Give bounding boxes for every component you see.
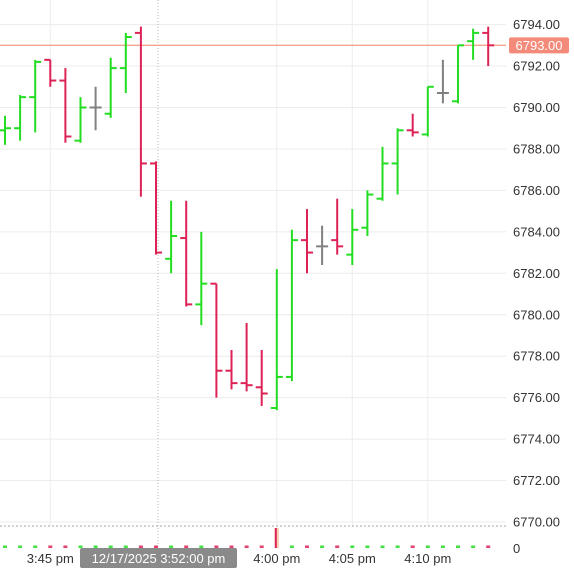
volume-bar: [425, 545, 430, 548]
ohlc-bar[interactable]: [285, 229, 298, 382]
y-tick-label: 6788.00: [513, 141, 560, 156]
volume-bar: [259, 545, 264, 548]
y-tick-label: 6784.00: [513, 224, 560, 239]
volume-axis-label: 0: [513, 541, 520, 556]
ohlc-bar[interactable]: [301, 209, 313, 274]
x-axis: 3:45 pm 4:00 pm 4:05 pm 4:10 pm: [27, 551, 451, 566]
volume-bar: [108, 545, 113, 548]
y-tick-label: 6782.00: [513, 266, 560, 281]
volume-bar: [289, 545, 294, 548]
price-bars[interactable]: [0, 26, 495, 411]
y-tick-label: 6778.00: [513, 349, 560, 364]
y-tick-label: 6774.00: [513, 432, 560, 447]
volume-bar: [410, 545, 415, 548]
ohlc-bar[interactable]: [270, 269, 283, 411]
x-tick-label: 3:45 pm: [27, 551, 74, 566]
ohlc-bar[interactable]: [255, 349, 268, 406]
ohlc-bar[interactable]: [44, 58, 57, 87]
volume-bar: [199, 545, 204, 548]
last-price-tag: 6793.00: [509, 37, 569, 54]
volume-bar: [440, 545, 445, 548]
volume-bar: [456, 545, 460, 548]
last-price-tag-label: 6793.00: [516, 38, 563, 53]
ohlc-bar[interactable]: [74, 97, 87, 143]
ohlc-bar[interactable]: [195, 231, 208, 326]
ohlc-bar[interactable]: [452, 44, 464, 104]
volume-bar: [380, 545, 385, 548]
ohlc-bar[interactable]: [240, 323, 253, 392]
ohlc-bar[interactable]: [165, 200, 178, 274]
volume-bar: [33, 545, 38, 548]
ohlc-bar[interactable]: [59, 68, 72, 143]
y-tick-label: 6770.00: [513, 515, 560, 530]
y-tick-label: 6790.00: [513, 100, 560, 115]
volume-bar: [274, 528, 277, 548]
volume-bar: [184, 545, 189, 548]
x-tick-label: 4:00 pm: [253, 551, 300, 566]
ohlc-bar[interactable]: [436, 59, 449, 104]
volume-bar: [18, 545, 23, 548]
y-tick-label: 6794.00: [513, 17, 560, 32]
ohlc-bar[interactable]: [29, 59, 42, 133]
volume-bars: [3, 528, 491, 548]
crosshair-time-badge-background: [80, 548, 237, 568]
ohlc-bar[interactable]: [467, 28, 480, 60]
crosshair-time-badge: 12/17/2025 3:52:00 pm: [80, 548, 237, 568]
y-tick-label: 6786.00: [513, 183, 560, 198]
ohlc-bar[interactable]: [391, 128, 404, 195]
ohlc-bar[interactable]: [361, 190, 374, 236]
volume-bar: [123, 545, 128, 548]
volume-bar: [229, 545, 234, 548]
ohlc-bar[interactable]: [210, 282, 223, 398]
y-tick-label: 6792.00: [513, 59, 560, 74]
y-tick-label: 6780.00: [513, 307, 560, 322]
volume-bar: [78, 545, 83, 548]
volume-bar: [335, 545, 340, 548]
volume-bar: [93, 545, 98, 548]
ohlc-bar[interactable]: [14, 95, 27, 141]
volume-bar: [320, 545, 325, 548]
volume-bar: [48, 545, 53, 548]
ohlc-bar[interactable]: [150, 161, 162, 255]
x-tick-label: 4:10 pm: [404, 551, 451, 566]
ohlc-bar[interactable]: [104, 57, 117, 118]
last-price-tag-background: [509, 37, 569, 54]
volume-bar: [3, 545, 7, 548]
volume-bar: [169, 545, 174, 548]
ohlc-bar[interactable]: [119, 32, 132, 93]
volume-bar: [365, 545, 370, 548]
volume-bar: [305, 545, 309, 548]
ohlc-bar[interactable]: [376, 146, 389, 201]
x-tick-label: 4:05 pm: [329, 551, 376, 566]
grid: [0, 0, 506, 526]
volume-bar: [395, 545, 400, 548]
volume-bar: [244, 545, 249, 548]
ohlc-bar[interactable]: [316, 225, 329, 266]
y-tick-label: 6776.00: [513, 390, 560, 405]
volume-bar: [63, 545, 68, 548]
volume-bar: [486, 545, 491, 548]
volume-bar: [138, 545, 143, 548]
ohlc-bar[interactable]: [89, 86, 102, 131]
y-tick-label: 6772.00: [513, 473, 560, 488]
crosshair-time-label: 12/17/2025 3:52:00 pm: [92, 551, 226, 566]
volume-bar: [214, 545, 219, 548]
ohlc-bar[interactable]: [134, 26, 147, 197]
ohlc-bar[interactable]: [346, 209, 359, 266]
ohlc-bar[interactable]: [482, 26, 495, 67]
volume-bar: [154, 545, 158, 548]
volume-bar: [471, 545, 476, 548]
volume-bar: [350, 545, 355, 548]
y-axis: 6770.00 6772.00 6774.00 6776.00 6778.00 6780.…: [513, 17, 560, 529]
ohlc-bar[interactable]: [331, 198, 344, 255]
ohlc-bar[interactable]: [225, 349, 238, 390]
ohlc-bar[interactable]: [0, 115, 11, 145]
ohlc-bar[interactable]: [180, 200, 193, 307]
ohlc-bar[interactable]: [421, 85, 434, 137]
ohlc-bar[interactable]: [406, 113, 419, 137]
